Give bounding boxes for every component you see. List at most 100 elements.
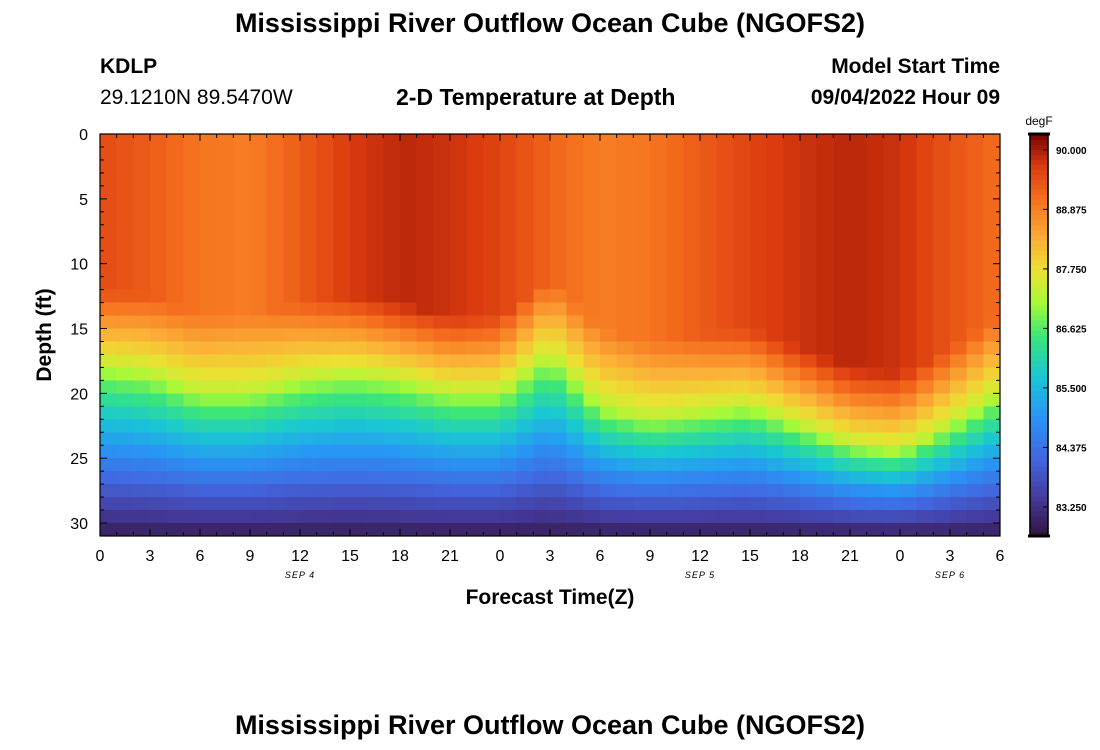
heatmap-cell [816, 497, 834, 511]
heatmap-cell [516, 471, 534, 485]
heatmap-cell [850, 302, 868, 317]
heatmap-cell [183, 172, 201, 187]
heatmap-cell [883, 302, 901, 317]
heatmap-cell [766, 380, 784, 394]
heatmap-cell [650, 497, 668, 511]
heatmap-cell [400, 237, 418, 252]
heatmap-cell [916, 341, 934, 356]
heatmap-cell [716, 471, 734, 485]
heatmap-cell [200, 146, 218, 161]
heatmap-cell [250, 419, 268, 433]
heatmap-cell [400, 484, 418, 498]
heatmap-cell [983, 471, 1001, 485]
heatmap-cell [666, 185, 684, 200]
colorbar-segment [1030, 169, 1048, 175]
heatmap-cell [433, 445, 451, 459]
heatmap-cell [250, 237, 268, 252]
heatmap-cell [233, 211, 251, 226]
heatmap-cell [466, 354, 484, 369]
heatmap-cell [650, 393, 668, 407]
heatmap-cell [683, 159, 701, 174]
heatmap-cell [100, 510, 118, 524]
heatmap-cell [366, 172, 384, 187]
heatmap-cell [166, 510, 184, 524]
heatmap-cell [550, 354, 568, 369]
heatmap-cell [700, 134, 718, 148]
heatmap-cell [733, 497, 751, 511]
heatmap-cell [466, 458, 484, 472]
heatmap-cell [383, 146, 401, 161]
heatmap-cell [816, 523, 834, 537]
heatmap-cell [333, 328, 351, 343]
colorbar-segment [1030, 415, 1048, 422]
heatmap-cell [800, 250, 818, 265]
heatmap-cell [166, 185, 184, 200]
heatmap-cell [950, 224, 968, 239]
heatmap-cell [683, 315, 701, 330]
heatmap-cell [166, 224, 184, 239]
colorbar-segment [1030, 189, 1048, 196]
heatmap-cell [433, 523, 451, 537]
heatmap-cell [633, 354, 651, 369]
heatmap-cell [216, 354, 234, 369]
heatmap-cell [450, 302, 468, 317]
heatmap-cell [866, 419, 884, 433]
heatmap-cell [800, 276, 818, 291]
heatmap-cell [583, 185, 601, 200]
heatmap-cell [466, 237, 484, 252]
heatmap-cell [983, 276, 1001, 291]
heatmap-cell [183, 185, 201, 200]
heatmap-cell [200, 134, 218, 148]
heatmap-cell [750, 134, 768, 148]
heatmap-cell [183, 250, 201, 265]
heatmap-cell [500, 432, 518, 446]
heatmap-cell [500, 341, 518, 356]
heatmap-cell [683, 458, 701, 472]
heatmap-cell [200, 328, 218, 343]
heatmap-cell [633, 484, 651, 498]
heatmap-cell [933, 263, 951, 278]
heatmap-cell [383, 471, 401, 485]
heatmap-cell [116, 380, 134, 394]
heatmap-cell [833, 380, 851, 394]
heatmap-cell [583, 484, 601, 498]
heatmap-cell [450, 445, 468, 459]
heatmap-cell [800, 328, 818, 343]
heatmap-cell [916, 289, 934, 304]
heatmap-cell [750, 198, 768, 213]
heatmap-cell [850, 458, 868, 472]
heatmap-cell [450, 523, 468, 537]
heatmap-cell [700, 510, 718, 524]
heatmap-cell [983, 159, 1001, 174]
heatmap-cell [150, 328, 168, 343]
heatmap-cell [383, 354, 401, 369]
heatmap-cell [750, 146, 768, 161]
heatmap-cell [816, 302, 834, 317]
heatmap-cell [516, 172, 534, 187]
heatmap-cell [933, 302, 951, 317]
heatmap-cell [433, 393, 451, 407]
heatmap-cell [983, 393, 1001, 407]
heatmap-cell [166, 393, 184, 407]
heatmap-cell [800, 237, 818, 252]
heatmap-cell [733, 237, 751, 252]
heatmap-cell [916, 224, 934, 239]
heatmap-cell [716, 406, 734, 420]
heatmap-cell [833, 471, 851, 485]
heatmap-cell [366, 406, 384, 420]
heatmap-cell [400, 380, 418, 394]
heatmap-cell [283, 224, 301, 239]
heatmap-cell [616, 432, 634, 446]
heatmap-cell [600, 211, 618, 226]
x-tick-label: 12 [691, 548, 709, 565]
heatmap-cell [333, 185, 351, 200]
x-tick-label: 9 [246, 548, 255, 565]
heatmap-cell [550, 237, 568, 252]
heatmap-cell [650, 211, 668, 226]
heatmap-cell [550, 458, 568, 472]
heatmap-cell [100, 276, 118, 291]
heatmap-cell [583, 510, 601, 524]
heatmap-cell [633, 328, 651, 343]
heatmap-cell [100, 406, 118, 420]
heatmap-cell [733, 432, 751, 446]
